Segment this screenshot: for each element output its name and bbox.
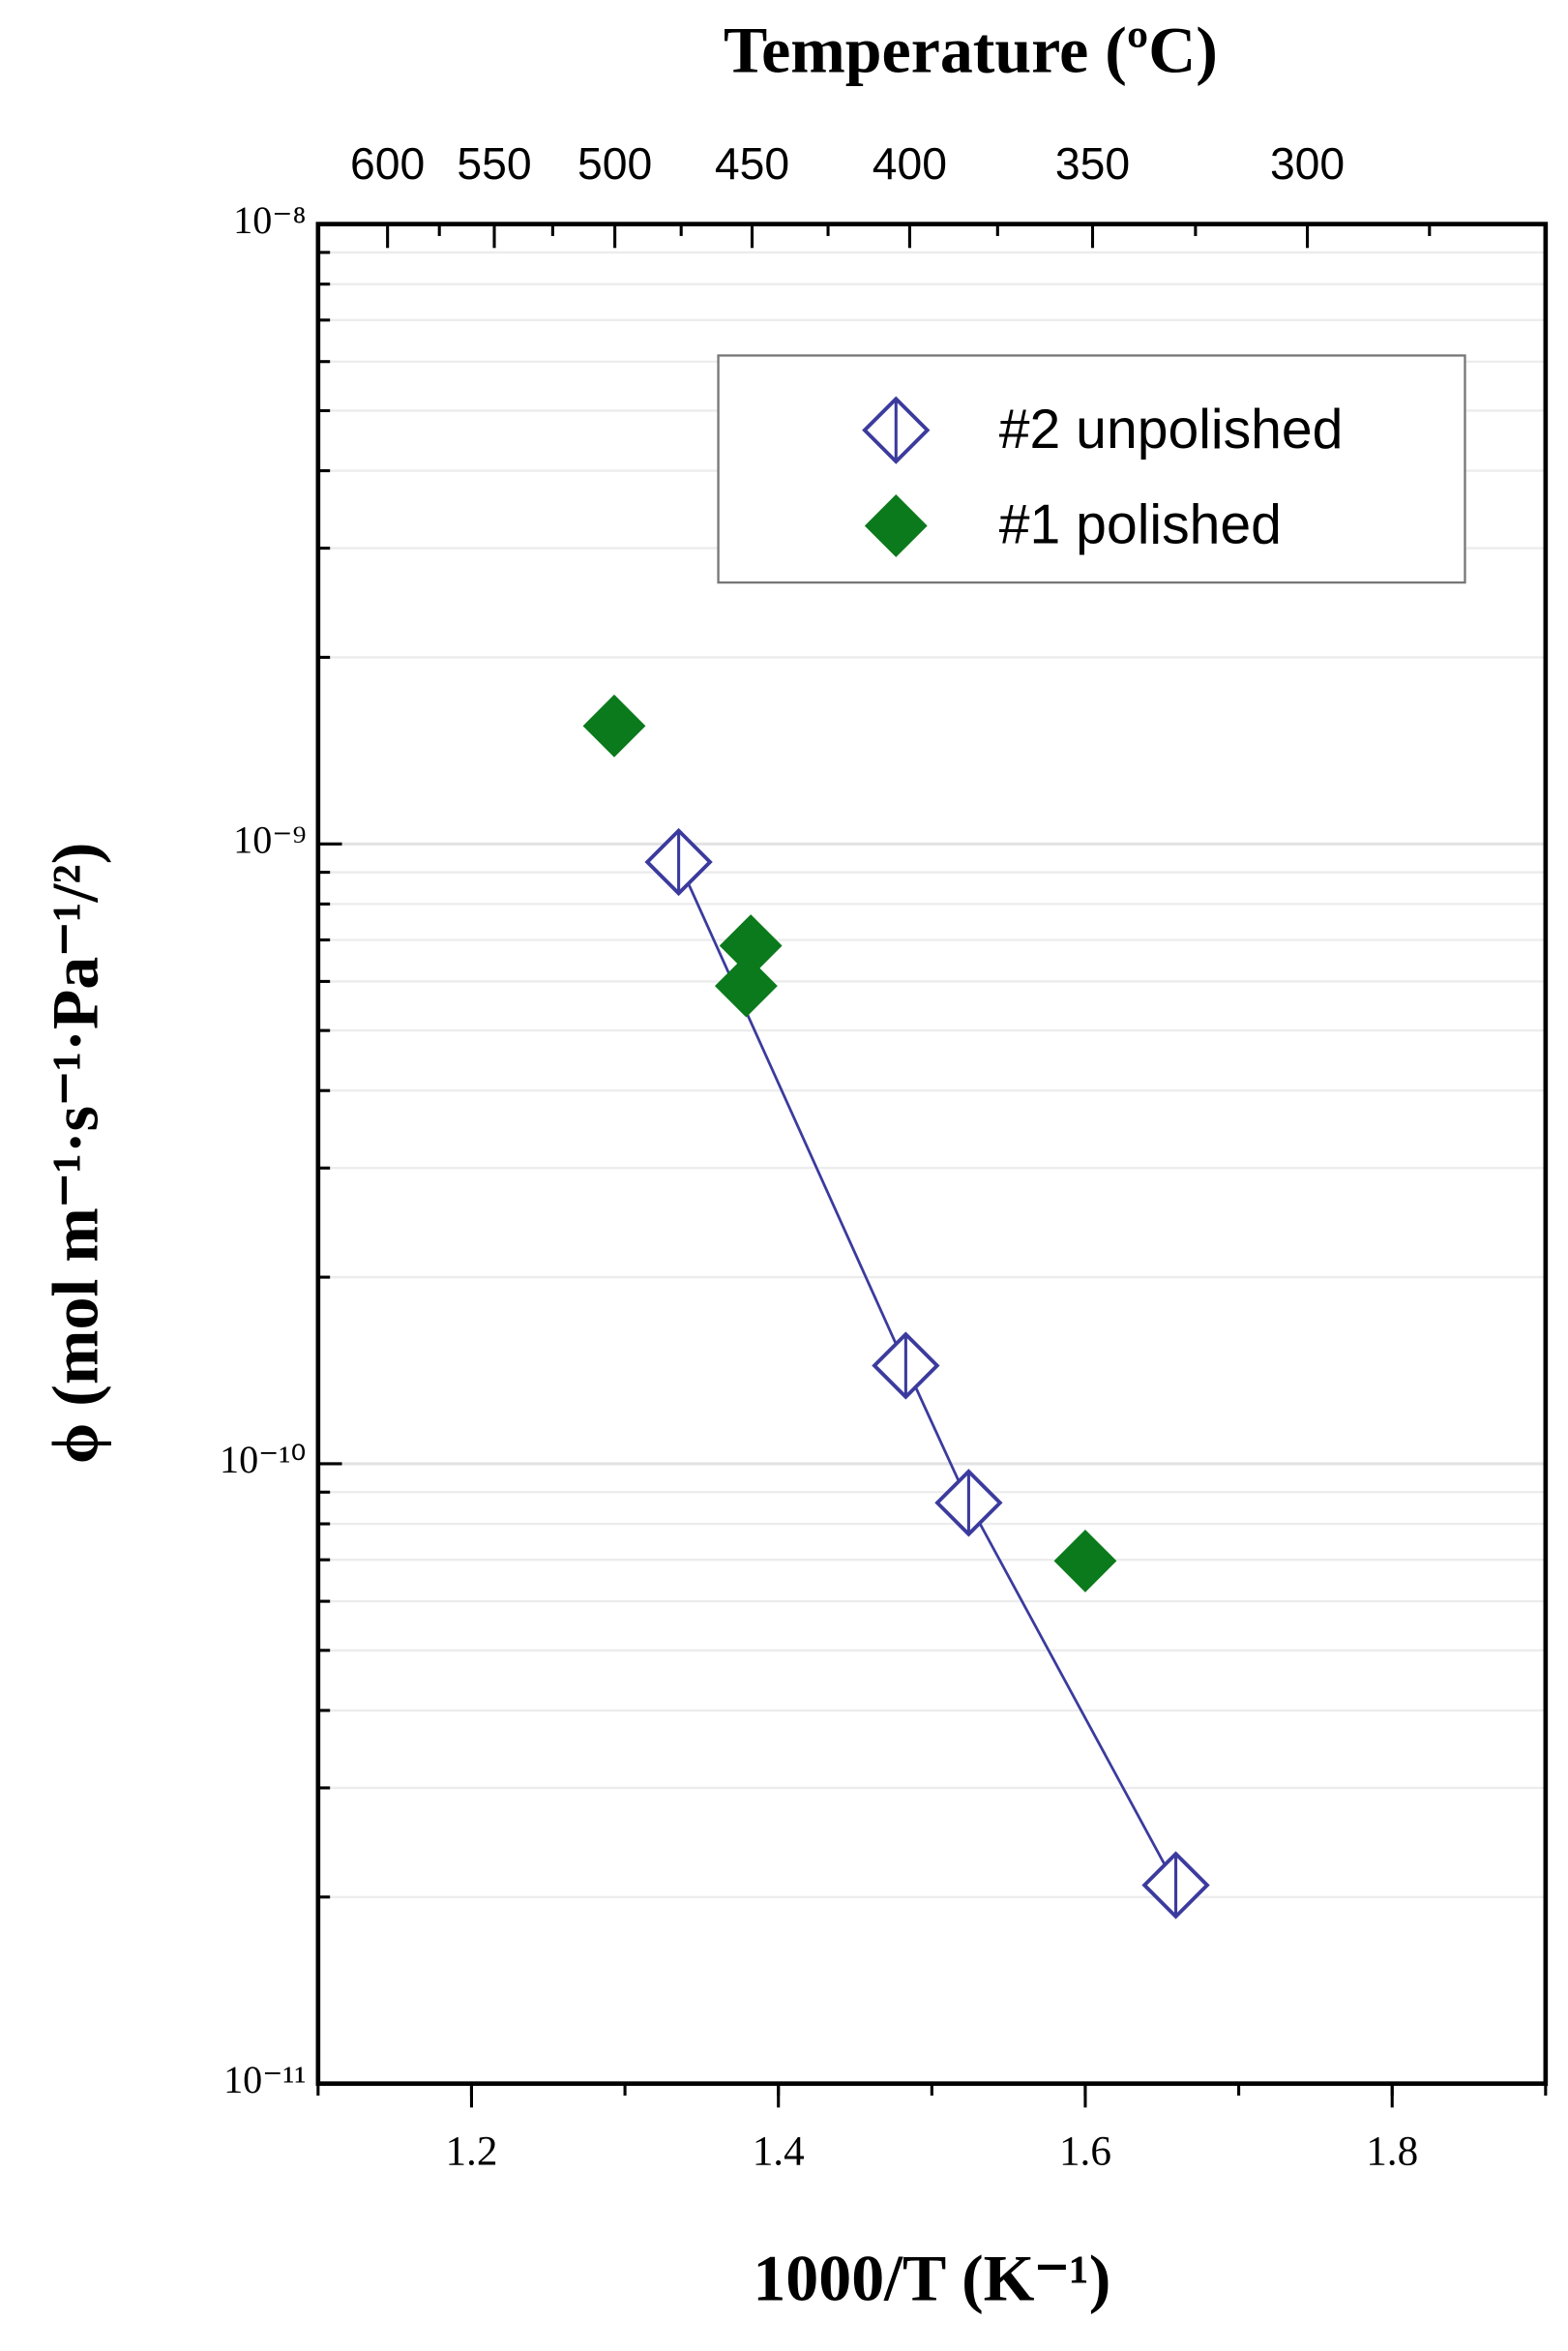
legend-box	[717, 354, 1466, 584]
y-tick-label: 10⁻¹¹	[223, 2058, 306, 2101]
y-tick-label: 10⁻⁹	[233, 818, 306, 861]
marker	[644, 827, 713, 897]
marker	[1053, 1529, 1117, 1592]
top-tick-label: 300	[1270, 138, 1345, 189]
top-tick-label: 600	[350, 138, 425, 189]
y-tick-label: 10⁻⁸	[233, 198, 306, 242]
top-tick-label: 550	[457, 138, 531, 189]
marker	[862, 396, 931, 464]
marker	[864, 494, 928, 557]
legend-label: #2 unpolished	[999, 399, 1344, 461]
x-tick-label: 1.2	[445, 2128, 497, 2175]
marker	[934, 1469, 1003, 1537]
top-axis-title: Temperature (ºC)	[724, 13, 1218, 86]
marker	[719, 914, 783, 977]
marker	[872, 1331, 940, 1400]
top-tick-label: 500	[577, 138, 652, 189]
x-axis-title: 1000/T (K⁻¹)	[753, 2242, 1110, 2315]
legend-label: #1 polished	[999, 494, 1282, 556]
marker	[582, 694, 646, 758]
x-tick-label: 1.4	[753, 2128, 805, 2175]
x-tick-label: 1.6	[1059, 2128, 1111, 2175]
top-tick-label: 400	[873, 138, 947, 189]
x-tick-label: 1.8	[1366, 2128, 1418, 2175]
top-tick-label: 350	[1055, 138, 1130, 189]
y-axis-title: ϕ (mol m⁻¹·s⁻¹·Pa⁻¹/²)	[39, 843, 112, 1464]
marker	[1141, 1851, 1210, 1919]
top-tick-label: 450	[715, 138, 789, 189]
fit-line	[677, 861, 1177, 1887]
y-tick-label: 10⁻¹⁰	[220, 1438, 306, 1481]
